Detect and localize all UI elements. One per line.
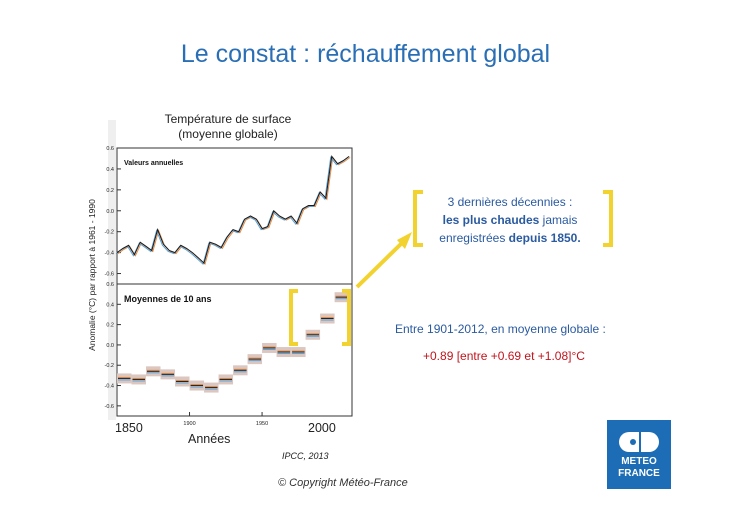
y-tick-label: -0.2: [105, 363, 114, 369]
decade-chart: 0.6 0.4 0.2 0.0 -0.2 -0.4 -0.6 1900 1950 Moyennes…: [105, 282, 350, 427]
logo-line-1: METEO: [621, 456, 657, 467]
chart-title-line-2: (moyenne globale): [178, 127, 278, 141]
callout-arrow: [355, 238, 407, 289]
y-tick-label: 0.6: [106, 282, 114, 288]
y-tick-label: -0.6: [105, 404, 114, 410]
x-axis-label-1850: 1850: [115, 421, 143, 435]
y-tick-label: 0.2: [106, 188, 114, 194]
x-axis-title: Années: [188, 432, 231, 446]
decade-panel: [116, 283, 353, 417]
y-tick-label: -0.2: [105, 230, 114, 236]
y-tick-label: 0.0: [106, 209, 114, 215]
meteo-france-logo: METEO FRANCE: [607, 420, 671, 489]
logo-line-2: FRANCE: [618, 468, 660, 479]
y-tick-label: -0.4: [105, 384, 114, 390]
stat-value: +0.89 [entre +0.69 et +1.08]°C: [423, 349, 585, 363]
y-tick-label: 0.2: [106, 323, 114, 329]
left-bracket-chart: [289, 289, 298, 346]
y-tick-label: 0.4: [106, 302, 114, 308]
callout-line-1: 3 dernières décennies :: [447, 195, 573, 209]
annual-panel-title: Valeurs annuelles: [124, 160, 183, 167]
y-tick-label: -0.4: [105, 251, 114, 257]
right-bracket-callout: [603, 190, 613, 247]
slide-title: Le constat : réchauffement global: [180, 40, 551, 68]
y-tick-label: 0.0: [106, 343, 114, 349]
stat-line: Entre 1901-2012, en moyenne globale :: [395, 322, 606, 336]
callout-line-2: les plus chaudes jamais: [420, 211, 600, 229]
y-tick-label: 0.6: [106, 146, 114, 152]
source-label: IPCC, 2013: [282, 451, 329, 461]
x-axis-label-2000: 2000: [308, 421, 336, 435]
decade-panel-title: Moyennes de 10 ans: [124, 294, 212, 304]
logo-emblem-icon: [619, 432, 659, 452]
y-tick-label: -0.6: [105, 272, 114, 278]
callout-arrowhead: [397, 232, 412, 249]
callout-text-2: jamais: [539, 213, 578, 227]
callout-text: 3 dernières décennies : les plus chaudes…: [420, 193, 600, 247]
left-bracket-callout: [413, 190, 423, 247]
panel-gutter: [108, 120, 116, 420]
callout-line-3: enregistrées depuis 1850.: [420, 229, 600, 247]
annual-panel: [116, 147, 353, 285]
annual-chart: 0.6 0.4 0.2 0.0 -0.2 -0.4 -0.6 Valeurs annuelle…: [105, 146, 351, 278]
annual-series-line: [116, 155, 350, 265]
x-tick-label: 1900: [183, 421, 195, 427]
x-tick-label: 1950: [256, 421, 268, 427]
callout-bold-2: depuis 1850.: [508, 231, 581, 245]
copyright-label: © Copyright Météo-France: [278, 477, 408, 489]
callout-bold-1: les plus chaudes: [442, 213, 540, 227]
callout-text-3: enregistrées: [439, 231, 509, 245]
y-tick-label: 0.4: [106, 167, 114, 173]
chart-title: Température de surface (moyenne globale): [148, 112, 308, 142]
right-bracket-chart: [342, 289, 351, 346]
chart-title-line-1: Température de surface: [164, 112, 292, 126]
